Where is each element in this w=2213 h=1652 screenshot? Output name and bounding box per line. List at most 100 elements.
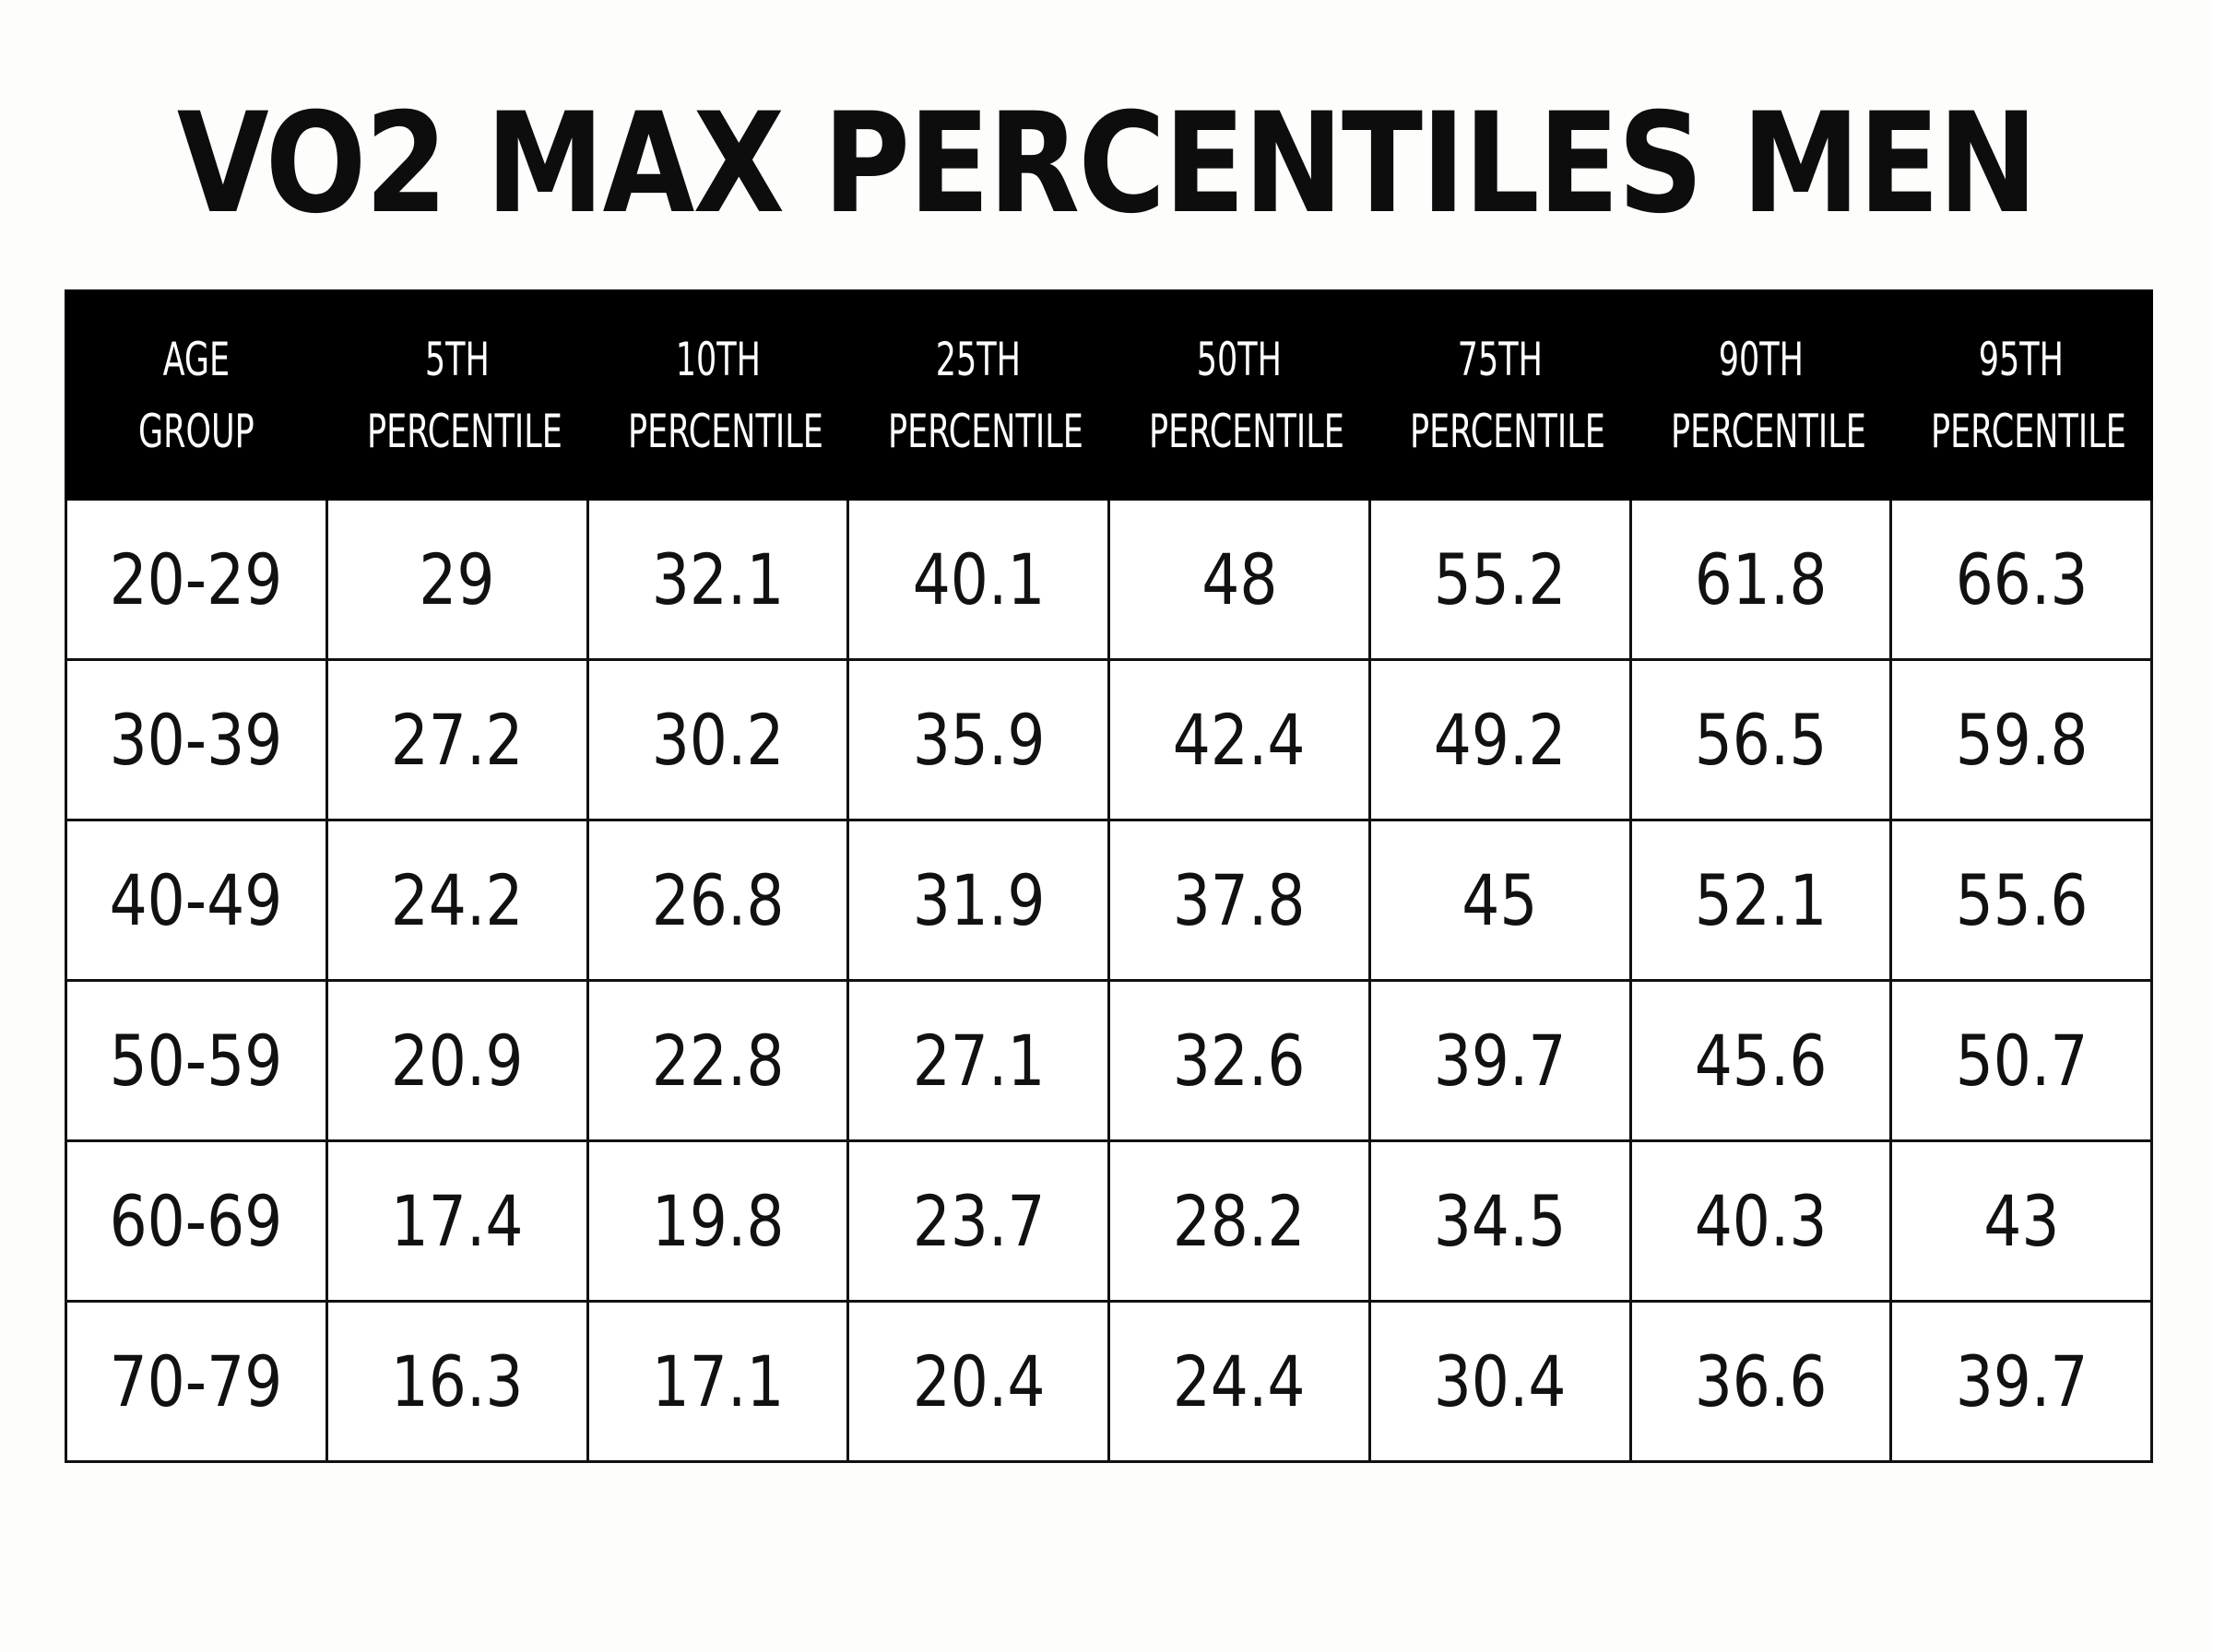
- percentile-value-cell: 20.9: [325, 979, 589, 1142]
- percentile-value: 17.4: [390, 1180, 524, 1262]
- percentile-value-cell: 19.8: [586, 1139, 850, 1303]
- percentile-value-cell: 61.8: [1628, 498, 1893, 661]
- percentile-value: 61.8: [1694, 538, 1828, 620]
- age-group-label: 30-39: [110, 699, 283, 781]
- column-header-label: 50TH: [1196, 332, 1282, 386]
- percentile-value-cell: 27.1: [846, 979, 1110, 1142]
- percentile-value: 17.1: [651, 1340, 785, 1422]
- percentile-value: 30.4: [1433, 1340, 1567, 1422]
- percentile-value: 29: [419, 538, 495, 620]
- percentile-value-cell: 43: [1889, 1139, 2153, 1303]
- percentile-value: 45: [1462, 859, 1538, 941]
- age-group-cell: 30-39: [65, 658, 328, 821]
- column-header-label: AGE: [162, 332, 231, 386]
- percentile-value: 40.3: [1694, 1180, 1828, 1262]
- percentile-value: 36.6: [1694, 1340, 1828, 1422]
- table-header: AGE GROUP 5TH PERCENTILE 10TH PERCENTILE 25TH P…: [65, 289, 2153, 501]
- column-header-label: 25TH: [936, 332, 1022, 386]
- table-row: 30-39 27.2 30.2 35.9 42.4 49.2 56.5 59.8: [65, 658, 2153, 821]
- percentile-value-cell: 52.1: [1628, 819, 1893, 982]
- percentile-value: 48: [1201, 538, 1277, 620]
- percentile-value: 39.7: [1433, 1020, 1567, 1102]
- percentile-value: 27.1: [912, 1020, 1046, 1102]
- percentile-value: 24.2: [390, 859, 524, 941]
- percentile-value-cell: 24.4: [1107, 1300, 1371, 1463]
- table-row: 20-29 29 32.1 40.1 48 55.2 61.8 66.3: [65, 498, 2153, 661]
- column-header-percentile: 75TH PERCENTILE: [1367, 289, 1632, 501]
- percentile-value: 37.8: [1172, 859, 1306, 941]
- percentile-value-cell: 31.9: [846, 819, 1110, 982]
- percentile-value: 55.6: [1955, 859, 2089, 941]
- percentile-value-cell: 56.5: [1628, 658, 1893, 821]
- column-header-label: 95TH: [1979, 332, 2065, 386]
- age-group-cell: 40-49: [65, 819, 328, 982]
- percentile-value-cell: 42.4: [1107, 658, 1371, 821]
- percentile-value-cell: 16.3: [325, 1300, 589, 1463]
- table-row: 50-59 20.9 22.8 27.1 32.6 39.7 45.6 50.7: [65, 979, 2153, 1142]
- column-header-percentile: 25TH PERCENTILE: [846, 289, 1110, 501]
- percentile-value: 66.3: [1955, 538, 2089, 620]
- percentile-value-cell: 17.4: [325, 1139, 589, 1303]
- percentile-value-cell: 30.2: [586, 658, 850, 821]
- percentile-value: 40.1: [912, 538, 1046, 620]
- percentile-value: 34.5: [1433, 1180, 1567, 1262]
- percentile-value-cell: 40.1: [846, 498, 1110, 661]
- percentile-value: 42.4: [1172, 699, 1306, 781]
- age-group-cell: 50-59: [65, 979, 328, 1142]
- percentile-value-cell: 22.8: [586, 979, 850, 1142]
- percentile-value: 20.9: [390, 1020, 524, 1102]
- percentile-value-cell: 59.8: [1889, 658, 2153, 821]
- percentile-table-container: AGE GROUP 5TH PERCENTILE 10TH PERCENTILE 25TH P…: [65, 289, 2153, 1463]
- percentile-value-cell: 29: [325, 498, 589, 661]
- percentile-value: 23.7: [912, 1180, 1046, 1262]
- column-header-percentile: 90TH PERCENTILE: [1628, 289, 1893, 501]
- percentile-value-cell: 24.2: [325, 819, 589, 982]
- percentile-value-cell: 27.2: [325, 658, 589, 821]
- percentile-value-cell: 30.4: [1367, 1300, 1632, 1463]
- percentile-value: 32.1: [651, 538, 785, 620]
- column-header-label: 90TH: [1718, 332, 1804, 386]
- percentile-value: 26.8: [651, 859, 785, 941]
- percentile-value-cell: 40.3: [1628, 1139, 1893, 1303]
- percentile-value-cell: 39.7: [1889, 1300, 2153, 1463]
- age-group-label: 60-69: [110, 1180, 283, 1262]
- percentile-value: 28.2: [1172, 1180, 1306, 1262]
- column-header-label: PERCENTILE: [366, 404, 562, 458]
- table-row: 70-79 16.3 17.1 20.4 24.4 30.4 36.6 39.7: [65, 1300, 2153, 1463]
- table-row: 40-49 24.2 26.8 31.9 37.8 45 52.1 55.6: [65, 819, 2153, 982]
- column-header-percentile: 50TH PERCENTILE: [1107, 289, 1371, 501]
- percentile-value-cell: 49.2: [1367, 658, 1632, 821]
- percentile-value: 52.1: [1694, 859, 1828, 941]
- percentile-value: 27.2: [390, 699, 524, 781]
- percentile-value: 35.9: [912, 699, 1046, 781]
- column-header-label: 10TH: [675, 332, 761, 386]
- percentile-value-cell: 45.6: [1628, 979, 1893, 1142]
- column-header-label: PERCENTILE: [1409, 404, 1605, 458]
- age-group-label: 50-59: [110, 1020, 283, 1102]
- column-header-label: 5TH: [424, 332, 490, 386]
- percentile-value: 31.9: [912, 859, 1046, 941]
- percentile-value-cell: 45: [1367, 819, 1632, 982]
- column-header-label: PERCENTILE: [1148, 404, 1344, 458]
- percentile-value: 49.2: [1433, 699, 1567, 781]
- column-header-percentile: 5TH PERCENTILE: [325, 289, 589, 501]
- percentile-value-cell: 32.1: [586, 498, 850, 661]
- age-group-cell: 20-29: [65, 498, 328, 661]
- column-header-label: PERCENTILE: [888, 404, 1084, 458]
- percentile-value: 20.4: [912, 1340, 1046, 1422]
- age-group-label: 40-49: [110, 859, 283, 941]
- percentile-value-cell: 55.2: [1367, 498, 1632, 661]
- percentile-value: 30.2: [651, 699, 785, 781]
- column-header-label: PERCENTILE: [627, 404, 823, 458]
- percentile-value-cell: 36.6: [1628, 1300, 1893, 1463]
- percentile-value: 45.6: [1694, 1020, 1828, 1102]
- column-header-label: PERCENTILE: [1931, 404, 2127, 458]
- percentile-value-cell: 23.7: [846, 1139, 1110, 1303]
- percentile-value-cell: 26.8: [586, 819, 850, 982]
- column-header-label: 75TH: [1457, 332, 1543, 386]
- percentile-value-cell: 35.9: [846, 658, 1110, 821]
- age-group-cell: 60-69: [65, 1139, 328, 1303]
- age-group-label: 20-29: [110, 538, 283, 620]
- percentile-value-cell: 20.4: [846, 1300, 1110, 1463]
- percentile-value-cell: 48: [1107, 498, 1371, 661]
